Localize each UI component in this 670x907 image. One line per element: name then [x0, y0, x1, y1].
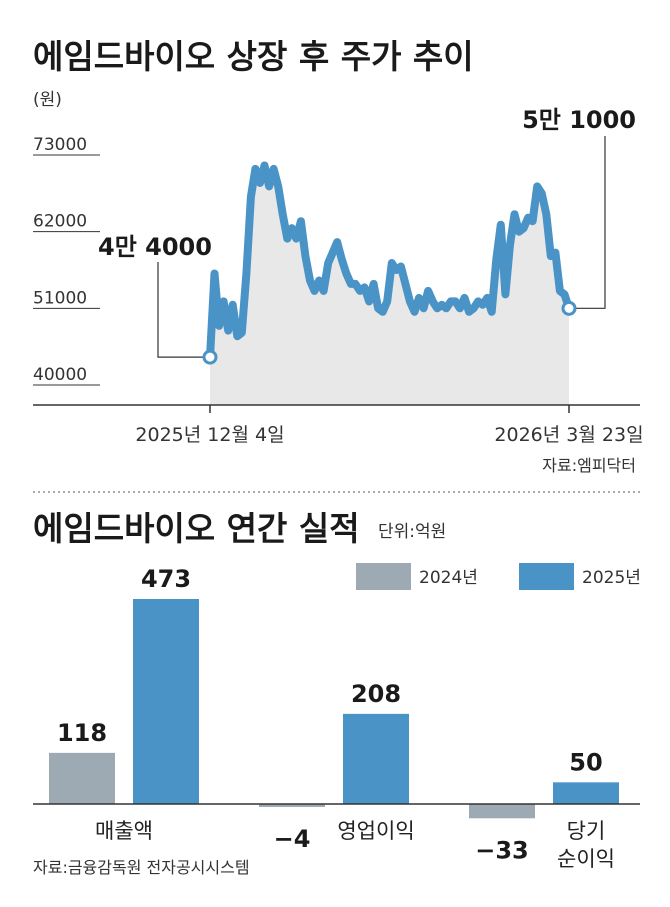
bar-value-label: 473 [141, 565, 191, 593]
y-tick-label: 40000 [33, 365, 87, 385]
bar-value-label: 50 [569, 748, 602, 776]
stock-chart-title: 에임드바이오 상장 후 주가 추이 [33, 37, 474, 76]
bar-2024 [49, 752, 115, 804]
category-label: 영업이익 [337, 819, 414, 843]
y-tick-label: 51000 [33, 288, 87, 308]
y-tick-label: 73000 [33, 135, 87, 155]
bar-value-label: 118 [57, 719, 107, 747]
results-chart-unit: 단위:억원 [378, 522, 446, 542]
bar-value-label: 208 [351, 680, 401, 708]
y-tick: 51000 [33, 288, 100, 309]
stock-chart-source: 자료:엠피닥터 [542, 456, 636, 475]
category-label: 순이익 [557, 847, 615, 871]
start-point-marker [202, 349, 218, 365]
y-tick: 40000 [33, 365, 100, 386]
end-point-marker [561, 300, 577, 316]
x-label-start: 2025년 12월 4일 [135, 424, 284, 446]
legend-swatch-2025 [519, 563, 574, 590]
legend-label-2024: 2024년 [419, 568, 478, 588]
results-chart-title: 에임드바이오 연간 실적 [33, 509, 360, 548]
results-chart-source: 자료:금융감독원 전자공시시스템 [33, 858, 250, 877]
y-tick: 62000 [33, 212, 100, 233]
bar-2025 [553, 782, 619, 804]
legend-label-2025: 2025년 [582, 568, 641, 588]
bar-value-label: −33 [475, 836, 529, 864]
category-label: 매출액 [95, 819, 153, 843]
y-tick-label: 62000 [33, 212, 87, 232]
end-callout-leader [575, 136, 606, 309]
y-tick: 73000 [33, 135, 100, 156]
category-label: 당기 [567, 819, 606, 843]
bar-2024 [469, 804, 535, 819]
price-line [206, 161, 573, 362]
bar-value-label: −4 [274, 825, 311, 853]
bar-2025 [133, 599, 199, 804]
start-callout: 4만 4000 [98, 233, 212, 261]
start-callout-leader [157, 262, 204, 358]
x-label-end: 2026년 3월 23일 [494, 424, 643, 446]
bar-2024 [259, 804, 325, 807]
bar-2025 [343, 713, 409, 804]
stock-chart-unit: (원) [33, 90, 62, 110]
end-callout: 5만 1000 [522, 106, 636, 134]
y-axis-ticks: 73000 62000 51000 40000 [33, 135, 100, 386]
legend-swatch-2024 [356, 563, 411, 590]
